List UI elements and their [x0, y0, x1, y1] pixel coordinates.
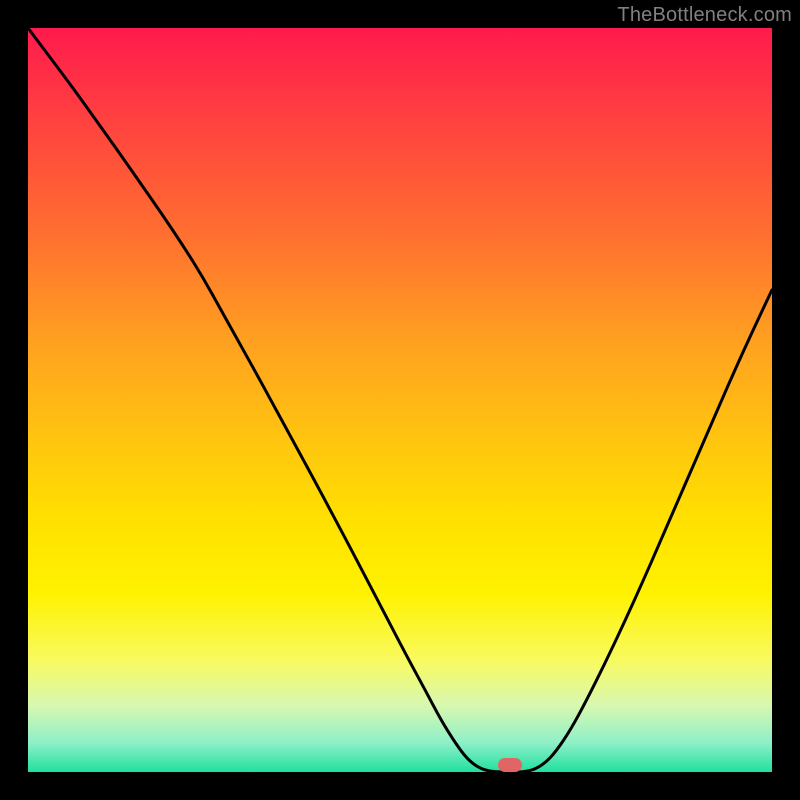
optimal-marker: [498, 758, 522, 772]
bottleneck-chart: [28, 28, 772, 772]
watermark-text: TheBottleneck.com: [617, 4, 792, 27]
bottleneck-curve: [28, 28, 772, 772]
